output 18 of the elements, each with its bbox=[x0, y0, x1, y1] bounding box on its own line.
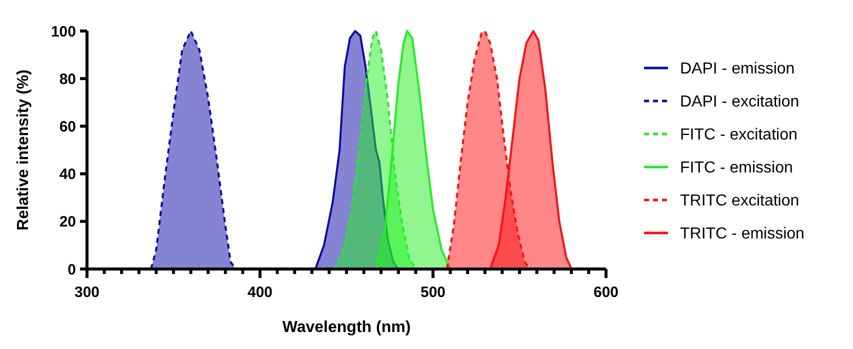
x-tick-label: 500 bbox=[420, 284, 446, 301]
y-tick-label: 40 bbox=[59, 166, 76, 184]
legend-label: FITC - emission bbox=[680, 160, 793, 177]
x-tick-label: 400 bbox=[247, 284, 273, 301]
legend-label: TRITC - emission bbox=[680, 226, 804, 243]
x-tick-label: 600 bbox=[593, 284, 619, 301]
legend-label: FITC - excitation bbox=[680, 126, 798, 144]
legend-label: DAPI - emission bbox=[680, 60, 795, 78]
x-axis-title: Wavelength (nm) bbox=[282, 319, 411, 336]
y-tick-label: 20 bbox=[59, 214, 76, 231]
legend-label: DAPI - excitation bbox=[680, 94, 800, 111]
y-tick-label: 80 bbox=[59, 70, 76, 88]
legend-label: TRITC excitation bbox=[680, 192, 800, 210]
y-tick-label: 0 bbox=[68, 261, 76, 278]
x-tick-label: 300 bbox=[74, 284, 100, 301]
y-tick-label: 60 bbox=[59, 118, 76, 136]
y-tick-label: 100 bbox=[50, 23, 76, 40]
y-axis-title: Relative intensity (%) bbox=[15, 70, 32, 230]
